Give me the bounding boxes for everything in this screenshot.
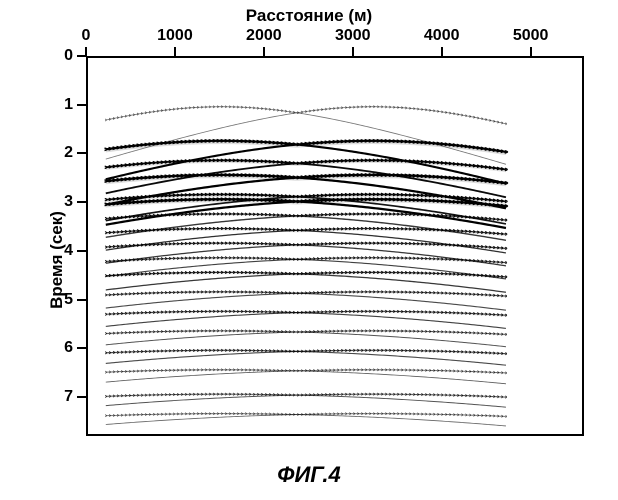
figure-container: Расстояние (м) Время (сек) 0100020003000… [0, 0, 618, 500]
figure-caption: ФИГ.4 [0, 462, 618, 488]
xtick-mark [352, 47, 354, 56]
xtick-label: 1000 [157, 27, 193, 45]
xtick-label: 3000 [335, 27, 371, 45]
ytick-label: 0 [55, 47, 73, 65]
x-axis-label: Расстояние (м) [0, 6, 618, 26]
ytick-mark [77, 55, 86, 57]
xtick-mark [263, 47, 265, 56]
xtick-label: 2000 [246, 27, 282, 45]
ytick-label: 5 [55, 291, 73, 309]
xtick-label: 0 [82, 27, 91, 45]
xtick-mark [441, 47, 443, 56]
xtick-mark [530, 47, 532, 56]
ytick-label: 3 [55, 193, 73, 211]
plot-area [86, 56, 584, 436]
ytick-mark [77, 347, 86, 349]
xtick-label: 4000 [424, 27, 460, 45]
ytick-label: 2 [55, 144, 73, 162]
seismic-traces [88, 58, 584, 436]
ytick-mark [77, 152, 86, 154]
ytick-label: 6 [55, 339, 73, 357]
ytick-label: 1 [55, 96, 73, 114]
ytick-mark [77, 104, 86, 106]
ytick-label: 4 [55, 242, 73, 260]
ytick-mark [77, 250, 86, 252]
xtick-mark [174, 47, 176, 56]
ytick-mark [77, 201, 86, 203]
ytick-mark [77, 396, 86, 398]
xtick-label: 5000 [513, 27, 549, 45]
ytick-mark [77, 299, 86, 301]
ytick-label: 7 [55, 388, 73, 406]
